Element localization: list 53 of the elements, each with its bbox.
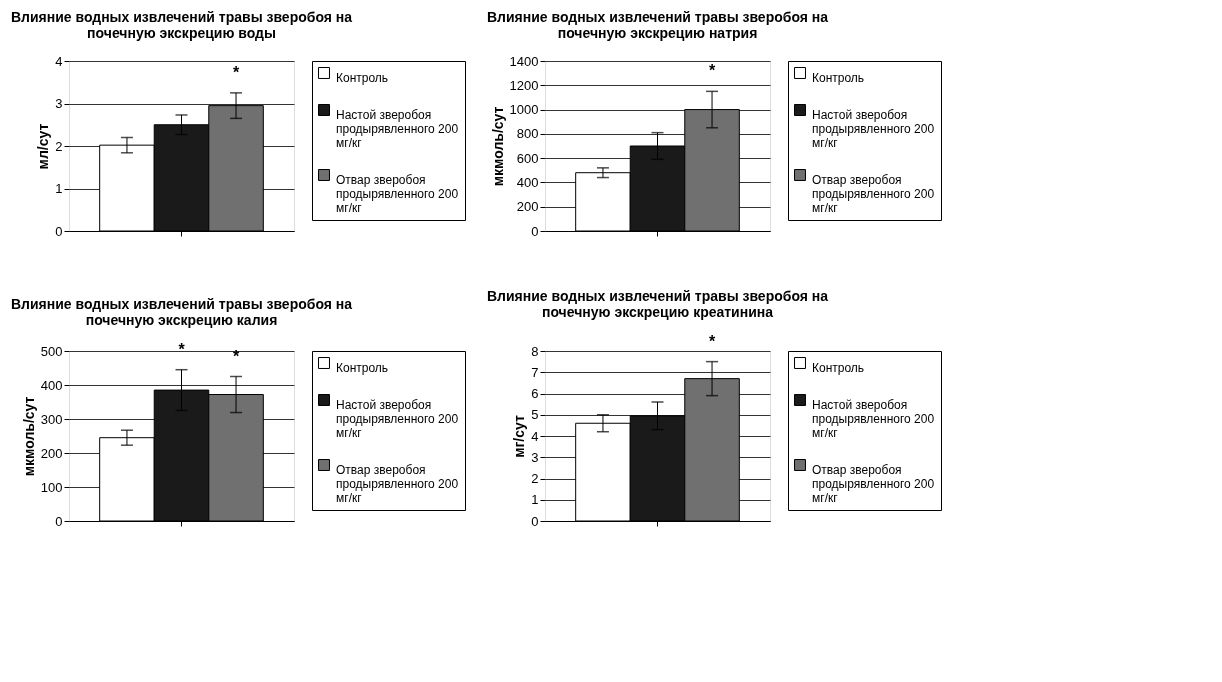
legend-label: Отвар зверобоя продырявленного 200 мг/кг	[812, 173, 935, 215]
legend-label: Контроль	[812, 71, 865, 85]
y-tick-label: 100	[40, 479, 63, 495]
y-tick-label: 200	[516, 199, 539, 215]
chart-title: Влияние водных извлечений травы зверобоя на почечную экскрецию калия	[10, 295, 353, 328]
y-tick-label: 3	[55, 96, 63, 111]
y-tick-label: 5	[531, 407, 539, 423]
y-tick-label: 2	[55, 138, 63, 154]
y-tick-label: 6	[531, 386, 539, 401]
annotation: *	[708, 62, 716, 80]
legend-label: Отвар зверобоя продырявленного 200 мг/кг	[812, 463, 935, 505]
annotation: *	[232, 63, 240, 81]
y-axis-title: мл/сут	[35, 123, 52, 170]
y-tick-label: 500	[40, 343, 63, 359]
legend-label: Контроль	[336, 361, 389, 375]
y-tick-label: 4	[531, 428, 539, 444]
legend-label: Настой зверобоя продырявленного 200 мг/кг	[336, 398, 459, 440]
y-tick-label: 0	[55, 223, 63, 239]
y-axis-title: мг/сут	[511, 415, 528, 458]
y-tick-label: 1	[55, 181, 63, 196]
y-tick-label: 300	[40, 411, 63, 427]
y-tick-label: 400	[516, 174, 539, 190]
chart-title: Влияние водных извлечений травы зверобоя на почечную экскрецию креатинина	[486, 287, 829, 320]
legend-label: Контроль	[812, 361, 865, 375]
y-tick-label: 1400	[509, 53, 539, 69]
y-tick-label: 1000	[509, 102, 539, 118]
y-tick-label: 4	[55, 53, 63, 69]
annotation: *	[232, 347, 240, 365]
y-tick-label: 600	[516, 150, 539, 166]
y-tick-label: 0	[531, 223, 539, 239]
y-tick-label: 2	[531, 471, 539, 486]
annotation: *	[178, 340, 186, 358]
y-axis-title: мкмоль/сут	[489, 106, 506, 187]
legend-label: Настой зверобоя продырявленного 200 мг/кг	[336, 108, 459, 150]
legend-label: Настой зверобоя продырявленного 200 мг/кг	[812, 398, 935, 440]
y-axis-title: мкмоль/сут	[20, 396, 37, 477]
y-tick-label: 7	[531, 364, 539, 380]
y-tick-label: 3	[531, 449, 539, 465]
chart-title: Влияние водных извлечений травы зверобоя на почечную экскрецию натрия	[486, 9, 829, 41]
y-tick-label: 0	[55, 513, 63, 529]
legend-label: Отвар зверобоя продырявленного 200 мг/кг	[336, 173, 459, 215]
y-tick-label: 800	[516, 126, 539, 142]
legend-label: Настой зверобоя продырявленного 200 мг/кг	[812, 108, 935, 150]
y-tick-label: 1200	[509, 77, 539, 93]
y-tick-label: 8	[531, 343, 539, 359]
y-tick-label: 1	[531, 492, 539, 508]
chart-title: Влияние водных извлечений травы зверобоя на почечную экскрецию воды	[10, 9, 353, 41]
y-tick-label: 0	[531, 513, 539, 529]
y-tick-label: 200	[40, 445, 63, 461]
y-tick-label: 400	[40, 377, 63, 393]
legend-label: Отвар зверобоя продырявленного 200 мг/кг	[336, 463, 459, 505]
annotation: *	[708, 332, 716, 350]
legend-label: Контроль	[336, 71, 389, 85]
